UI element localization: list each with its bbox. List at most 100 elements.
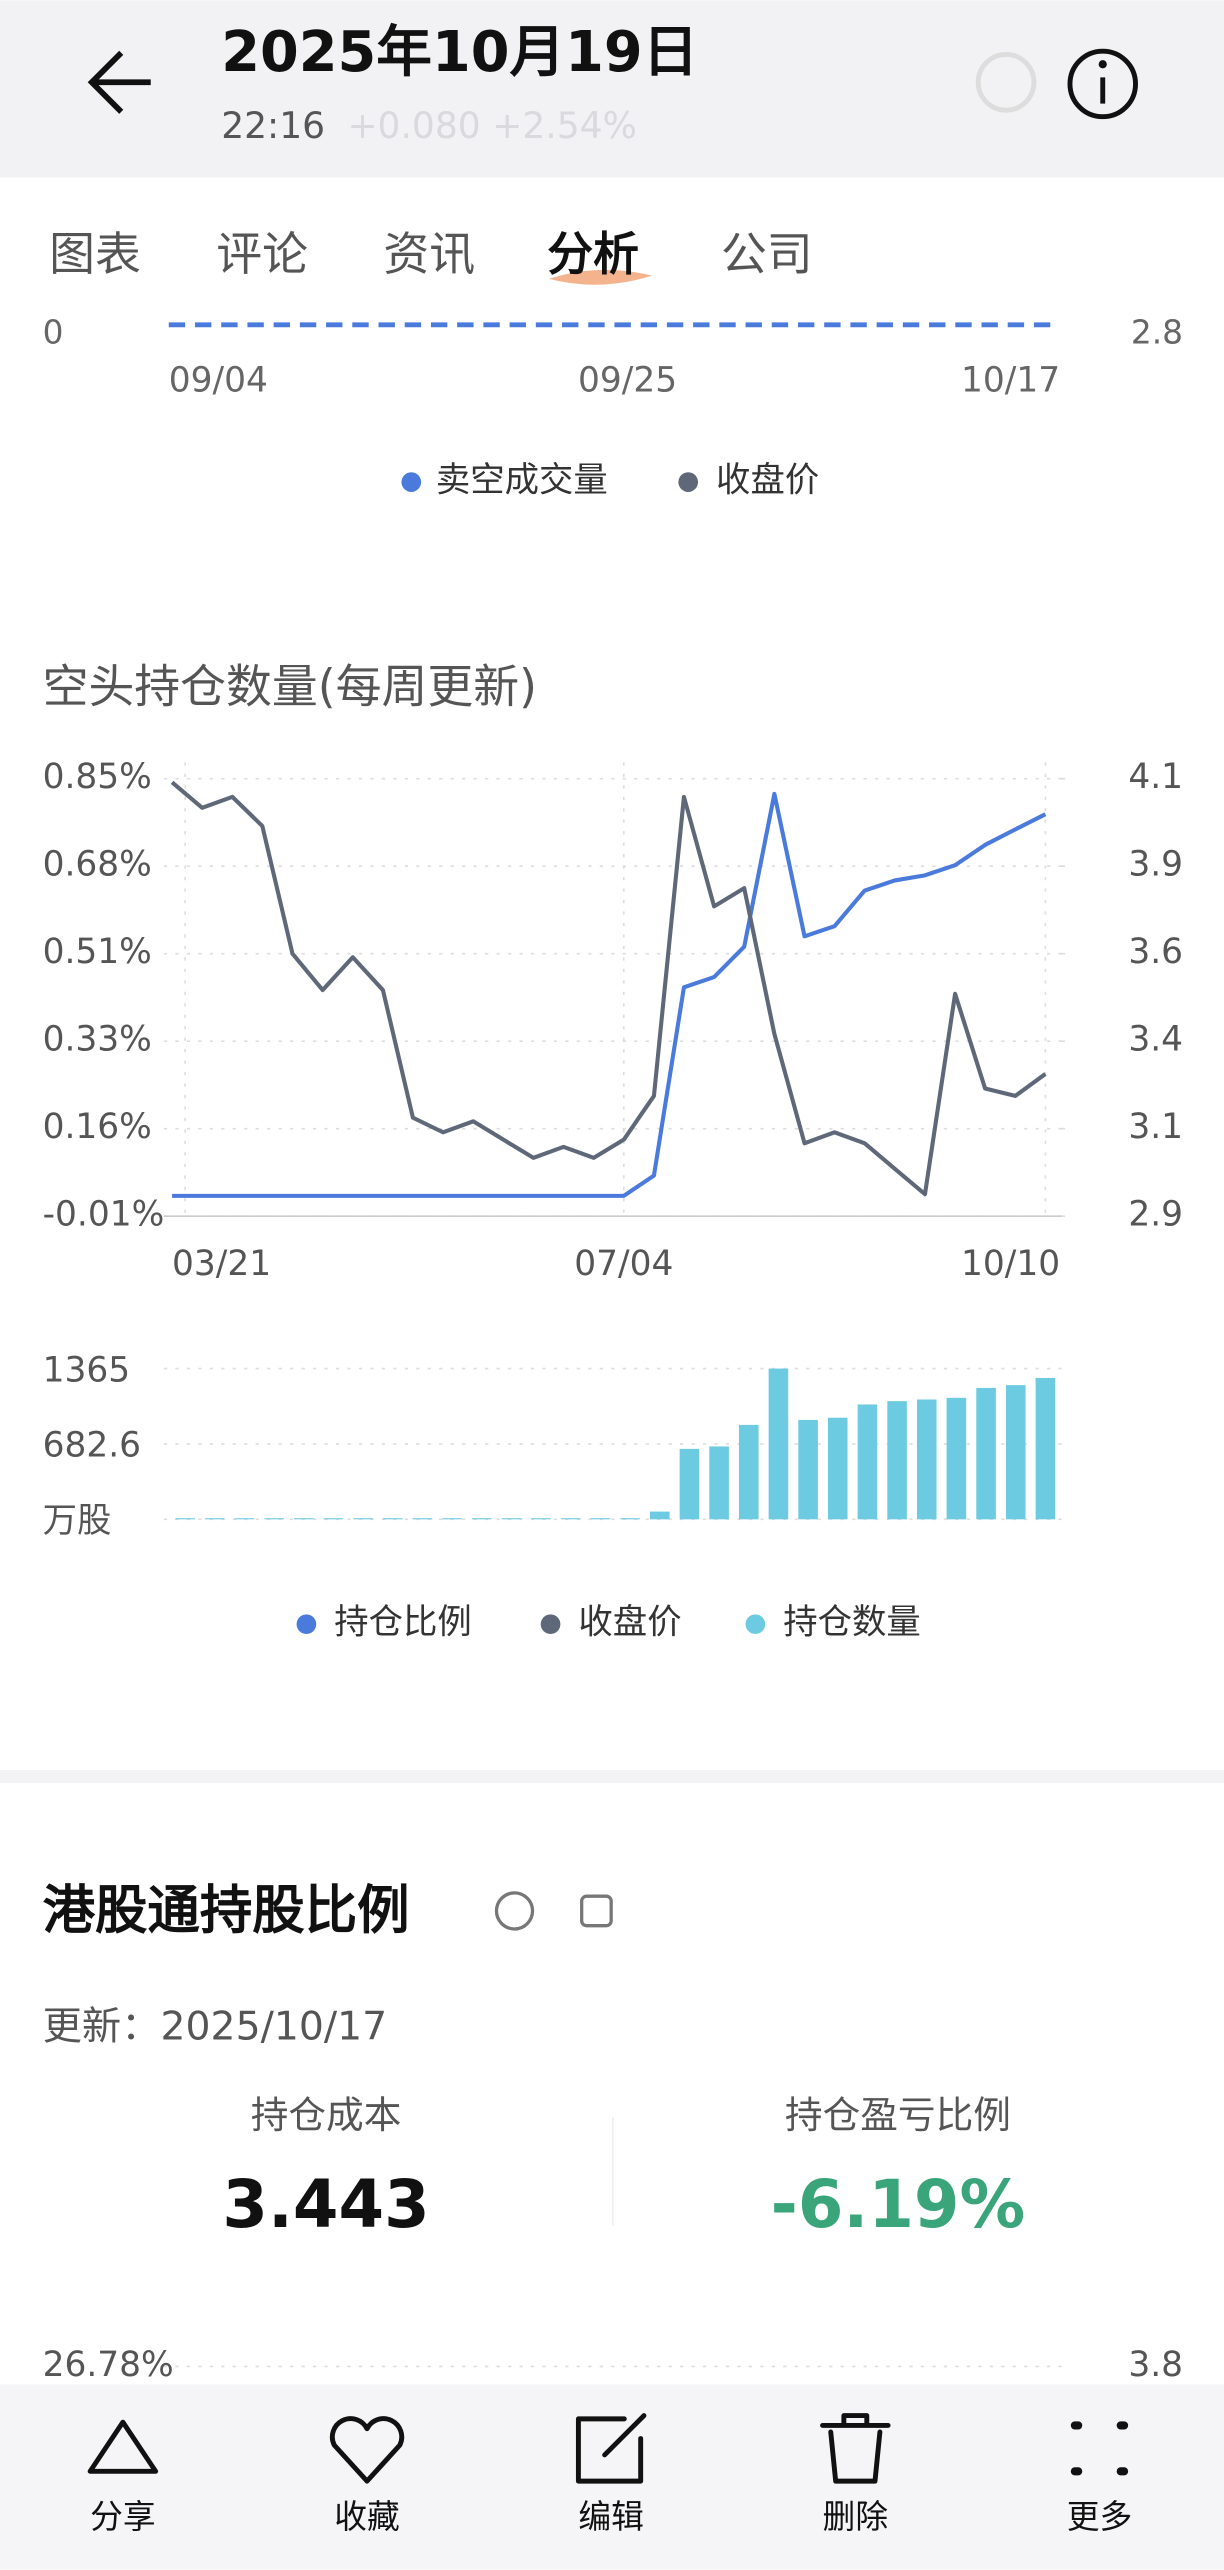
tab[interactable]: 评论 (216, 227, 308, 281)
legend-dot (401, 472, 422, 492)
legend-label: 持仓数量 (783, 1603, 921, 1643)
bar (531, 1518, 551, 1520)
bar (620, 1518, 640, 1520)
header-title: 2025年10月19日 (221, 20, 698, 85)
bar-tick-label: 1365 (43, 1350, 131, 1390)
active-tab-indicator (548, 269, 653, 285)
x-tick-label: 07/04 (574, 1244, 673, 1284)
section-title: 港股通持股比例 (43, 1880, 410, 1941)
x-tick-label: 10/10 (961, 1244, 1060, 1284)
bar (323, 1518, 344, 1520)
bar (738, 1424, 759, 1520)
y-tick-label: 0.51% (43, 932, 152, 972)
tab[interactable]: 图表 (49, 227, 141, 281)
toolbar-label[interactable]: 更多 (1067, 2498, 1133, 2536)
divider (0, 1770, 1224, 1784)
bar-tick-label: 682.6 (43, 1426, 141, 1466)
info-icon[interactable] (494, 1891, 535, 1931)
toolbar-bg (0, 2384, 1224, 2570)
y-tick-label: 0.85% (43, 757, 152, 797)
header-change: +0.080 +2.54% (347, 106, 636, 147)
bar (205, 1518, 225, 1520)
series-line (170, 780, 1047, 1197)
y2-tick-label: 3.9 (1128, 845, 1183, 885)
series-line (172, 791, 1047, 1198)
update-date: 更新：2025/10/17 (43, 2004, 388, 2049)
bar (590, 1518, 611, 1520)
toolbar-icon[interactable] (575, 2413, 647, 2484)
y-tick-label: 0 (43, 314, 64, 352)
y2-tick-label: 4.1 (1128, 757, 1183, 797)
header-bg (0, 0, 1224, 178)
chart-title: 空头持仓数量(每周更新) (43, 660, 537, 714)
legend-dot (745, 1614, 766, 1635)
tab[interactable]: 分析 (547, 227, 639, 281)
stat-label: 持仓盈亏比例 (785, 2093, 1011, 2137)
bar (679, 1448, 700, 1520)
y-tick-label: 0.68% (43, 845, 152, 885)
legend-dot (540, 1614, 561, 1635)
toolbar-label[interactable]: 删除 (823, 2498, 889, 2536)
search-icon[interactable] (975, 51, 1037, 113)
toolbar-icon[interactable] (1070, 2421, 1129, 2476)
bar (294, 1518, 314, 1520)
tab[interactable]: 资讯 (383, 227, 475, 281)
bar (353, 1518, 373, 1520)
toolbar-icon[interactable] (87, 2419, 159, 2474)
legend-label: 收盘价 (578, 1603, 681, 1643)
bar (234, 1518, 255, 1520)
stat-label: 持仓成本 (251, 2093, 402, 2137)
bar (560, 1518, 581, 1520)
bar (887, 1401, 907, 1520)
y-tick-label: 26.78% (43, 2345, 174, 2385)
share-icon[interactable] (580, 1894, 613, 1928)
y-tick-label: 0.33% (43, 1020, 152, 1060)
y-tick-label: 0.16% (43, 1107, 152, 1147)
bar (1005, 1385, 1026, 1520)
bar (442, 1518, 462, 1520)
y2-tick-label: 2.8 (1131, 314, 1183, 352)
bar (264, 1518, 284, 1520)
bar (383, 1518, 403, 1520)
bar (798, 1419, 818, 1520)
bar (916, 1399, 937, 1520)
legend-label: 卖空成交量 (436, 461, 608, 501)
toolbar-icon[interactable] (820, 2413, 891, 2484)
y2-tick-label: 2.9 (1128, 1195, 1183, 1235)
toolbar-label[interactable]: 编辑 (578, 2498, 644, 2536)
x-tick-label: 10/17 (961, 361, 1060, 401)
legend-dot (678, 472, 699, 492)
back-button[interactable] (87, 50, 151, 114)
legend-label: 持仓比例 (334, 1603, 472, 1643)
x-tick-label: 09/25 (578, 361, 677, 401)
bar (649, 1511, 670, 1520)
bar (946, 1397, 967, 1520)
y2-tick-label: 3.6 (1128, 932, 1183, 972)
bar (768, 1368, 789, 1520)
header-time: 22:16 (221, 106, 325, 147)
legend-label: 收盘价 (716, 461, 819, 501)
bar (709, 1446, 729, 1520)
x-tick-label: 03/21 (172, 1244, 271, 1284)
toolbar-label[interactable]: 分享 (90, 2498, 156, 2536)
y-tick-label: -0.01% (43, 1195, 165, 1235)
toolbar-label[interactable]: 收藏 (334, 2498, 400, 2536)
bar (175, 1518, 195, 1520)
y2-tick-label: 3.4 (1128, 1020, 1183, 1060)
bar (501, 1518, 522, 1520)
tab[interactable]: 公司 (721, 227, 813, 281)
bar-tick-label: 万股 (43, 1501, 112, 1541)
bar (857, 1404, 878, 1520)
info-button[interactable] (1067, 48, 1138, 120)
bar (827, 1417, 848, 1520)
stat-value: -6.19% (771, 2167, 1026, 2243)
y2-tick-label: 3.8 (1128, 2345, 1183, 2385)
toolbar-icon[interactable] (329, 2416, 405, 2484)
bar (1035, 1377, 1056, 1520)
bar (412, 1518, 433, 1520)
stat-value: 3.443 (222, 2167, 429, 2243)
bar (976, 1387, 996, 1520)
y2-tick-label: 3.1 (1128, 1107, 1183, 1147)
